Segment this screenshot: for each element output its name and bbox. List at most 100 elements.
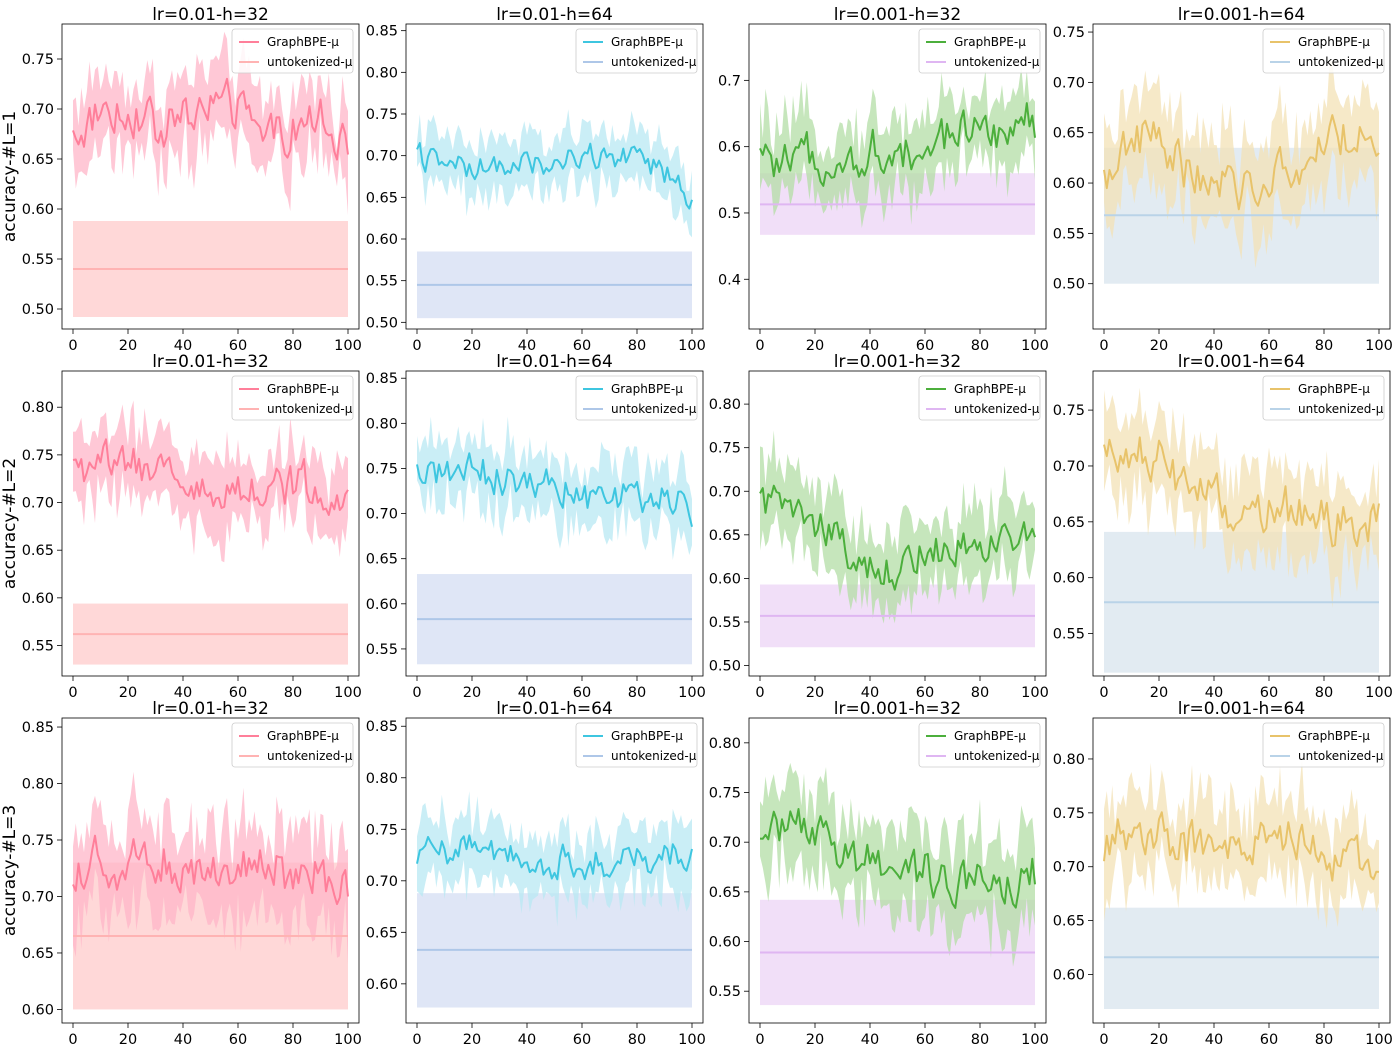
y-tick-label: 0.80 — [366, 771, 398, 787]
graphbpe-mean-line — [759, 484, 1036, 591]
y-tick-label: 0.75 — [22, 833, 54, 849]
y-tick-label: 0.80 — [22, 400, 54, 416]
x-tick-label: 20 — [119, 685, 137, 701]
y-tick-label: 0.65 — [22, 946, 54, 962]
x-tick-label: 0 — [755, 338, 764, 354]
graphbpe-mean-line — [416, 452, 693, 528]
legend-label: GraphBPE-μ — [954, 35, 1026, 49]
x-tick-label: 100 — [1365, 1032, 1393, 1048]
y-tick-label: 0.60 — [366, 597, 398, 613]
legend-label: untokenized-μ — [1298, 749, 1384, 763]
graphbpe-band — [73, 400, 348, 563]
y-tick-label: 0.70 — [1053, 75, 1085, 91]
y-tick-label: 0.70 — [22, 496, 54, 512]
y-tick-label: 0.75 — [1053, 806, 1085, 822]
legend-box — [575, 375, 698, 421]
x-tick-label: 0 — [1099, 338, 1108, 354]
x-tick-label: 0 — [1099, 685, 1108, 701]
legend: GraphBPE-μ untokenized-μ — [1262, 722, 1385, 768]
x-tick-label: 0 — [68, 685, 77, 701]
legend: GraphBPE-μ untokenized-μ — [231, 375, 354, 421]
legend-label: untokenized-μ — [1298, 55, 1384, 69]
subplot-r3-c4: 0 20 40 60 80 100 0.60 0.65 0.70 0.75 0.80 lr=0.001… — [1053, 699, 1393, 1048]
legend-box — [231, 28, 354, 74]
x-tick-label: 0 — [68, 338, 77, 354]
x-tick-label: 20 — [806, 338, 824, 354]
y-tick-label: 0.65 — [366, 925, 398, 941]
legend-box — [575, 28, 698, 74]
graphbpe-band — [73, 31, 348, 216]
x-tick-label: 100 — [334, 685, 362, 701]
x-tick-label: 80 — [628, 338, 646, 354]
legend: GraphBPE-μ untokenized-μ — [575, 375, 698, 421]
legend-label: GraphBPE-μ — [1298, 35, 1370, 49]
legend-label: GraphBPE-μ — [267, 729, 339, 743]
graphbpe-band — [417, 416, 692, 560]
subplot-r2-c3: 0 20 40 60 80 100 0.50 0.55 0.60 0.65 0.70 0.75 0.80… — [709, 352, 1049, 701]
legend-label: untokenized-μ — [954, 749, 1040, 763]
plot-area — [1103, 60, 1380, 284]
y-tick-label: 0.50 — [709, 659, 741, 675]
legend-label: GraphBPE-μ — [267, 35, 339, 49]
plot-area — [72, 31, 349, 317]
plot-area — [759, 66, 1036, 235]
x-tick-label: 100 — [1365, 338, 1393, 354]
graphbpe-mean-line — [72, 77, 349, 161]
plot-area — [416, 109, 693, 319]
x-tick-label: 100 — [678, 338, 706, 354]
x-tick-label: 20 — [119, 1032, 137, 1048]
y-tick-label: 0.60 — [366, 977, 398, 993]
axes-frame — [1092, 370, 1391, 677]
y-tick-label: 0.85 — [366, 719, 398, 735]
legend-box — [1262, 375, 1385, 421]
axes-frame — [61, 717, 360, 1024]
graphbpe-mean-line — [416, 142, 693, 210]
y-tick-label: 0.70 — [1053, 860, 1085, 876]
y-tick-label: 0.70 — [366, 874, 398, 890]
subplot-r3-c3: 0 20 40 60 80 100 0.55 0.60 0.65 0.70 0.75 0.80 lr=0… — [709, 699, 1049, 1048]
y-tick-label: 0.80 — [366, 416, 398, 432]
y-tick-label: 0.55 — [22, 639, 54, 655]
subplot-r3-c2: 0 20 40 60 80 100 0.60 0.65 0.70 0.75 0.80 0.85 lr=0… — [366, 699, 706, 1048]
plot-area — [759, 430, 1036, 648]
y-tick-label: 0.70 — [22, 889, 54, 905]
y-tick-label: 0.65 — [366, 190, 398, 206]
x-tick-label: 80 — [971, 338, 989, 354]
legend-label: GraphBPE-μ — [954, 382, 1026, 396]
legend-label: GraphBPE-μ — [954, 729, 1026, 743]
graphbpe-band — [1104, 60, 1379, 269]
y-tick-label: 0.75 — [22, 52, 54, 68]
x-tick-label: 20 — [119, 338, 137, 354]
x-tick-label: 100 — [1021, 1032, 1049, 1048]
legend-label: untokenized-μ — [267, 55, 353, 69]
legend-label: GraphBPE-μ — [611, 35, 683, 49]
x-tick-label: 20 — [806, 685, 824, 701]
legend-label: untokenized-μ — [611, 749, 697, 763]
x-tick-label: 40 — [1205, 1032, 1223, 1048]
y-tick-label: 0.65 — [709, 885, 741, 901]
axes-frame — [61, 23, 360, 330]
subplot-title: lr=0.01-h=64 — [496, 699, 613, 719]
subplot-title: lr=0.001-h=64 — [1178, 5, 1305, 25]
y-tick-label: 0.65 — [1053, 126, 1085, 142]
plot-area — [416, 416, 693, 665]
subplot-title: lr=0.01-h=32 — [152, 5, 269, 25]
baseline-band — [1104, 907, 1379, 1009]
y-tick-label: 0.80 — [22, 777, 54, 793]
legend-label: untokenized-μ — [1298, 402, 1384, 416]
y-tick-label: 0.50 — [366, 315, 398, 331]
subplot-r1-c3: 0 20 40 60 80 100 0.4 0.5 0.6 0.7 lr=0.001-h=32 Gra… — [718, 5, 1049, 354]
y-tick-label: 0.85 — [366, 371, 398, 387]
y-tick-label: 0.65 — [709, 528, 741, 544]
legend: GraphBPE-μ untokenized-μ — [918, 722, 1041, 768]
y-tick-label: 0.6 — [718, 140, 741, 156]
y-tick-label: 0.70 — [366, 149, 398, 165]
graphbpe-mean-line — [759, 808, 1036, 909]
x-tick-label: 0 — [412, 1032, 421, 1048]
x-tick-label: 0 — [1099, 1032, 1108, 1048]
y-tick-label: 0.65 — [366, 552, 398, 568]
y-tick-label: 0.60 — [1053, 968, 1085, 984]
graphbpe-band — [73, 771, 348, 965]
x-tick-label: 100 — [1021, 338, 1049, 354]
